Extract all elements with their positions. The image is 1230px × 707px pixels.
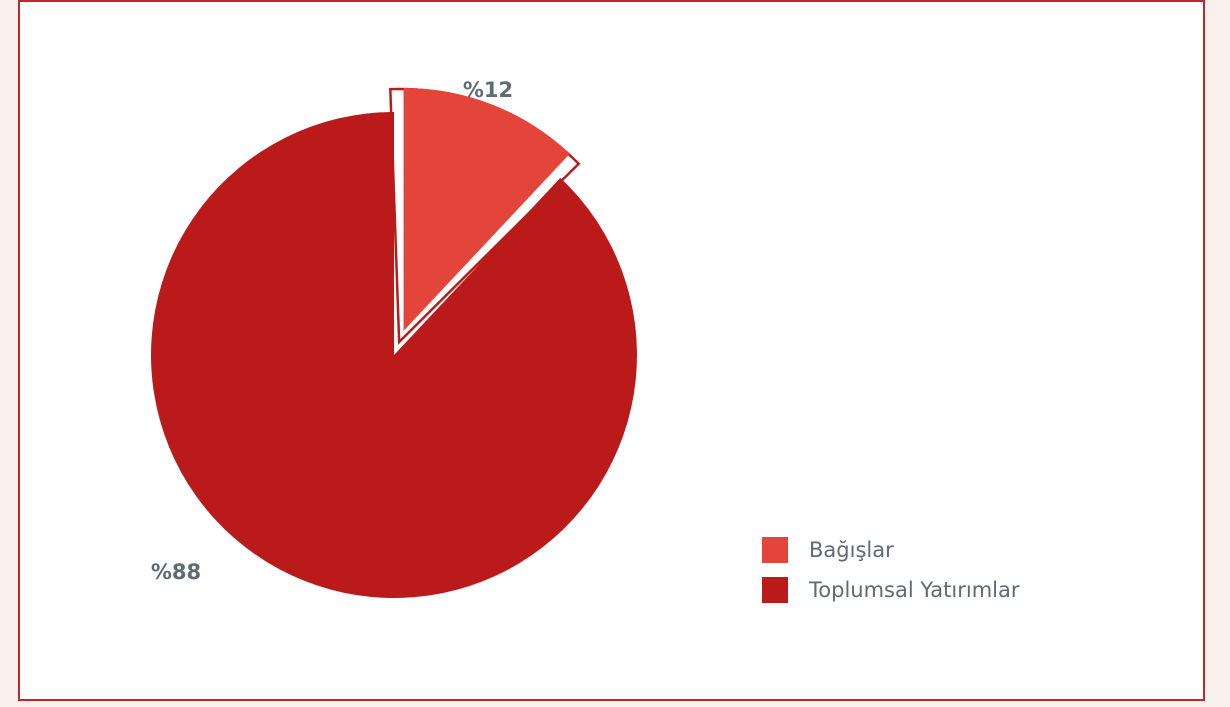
pie-slice-toplumsal-yatirimlar: [151, 112, 638, 598]
pie-chart: %12 %88: [151, 78, 638, 598]
legend-label-toplumsal-yatirimlar: Toplumsal Yatırımlar: [809, 578, 1020, 602]
legend-item-bagislar: Bağışlar: [762, 537, 1020, 563]
legend-item-toplumsal-yatirimlar: Toplumsal Yatırımlar: [762, 577, 1020, 603]
legend-label-bagislar: Bağışlar: [809, 538, 894, 562]
pie-slice-bagislar: [403, 87, 570, 331]
slice-label-bagislar: %12: [463, 78, 513, 102]
chart-frame: %12 %88 Bağışlar Toplumsal Yatırımlar: [18, 0, 1205, 701]
legend-swatch-toplumsal-yatirimlar: [762, 577, 788, 603]
legend: Bağışlar Toplumsal Yatırımlar: [762, 537, 1020, 618]
pie-slices: [151, 87, 638, 598]
slice-label-toplumsal-yatirimlar: %88: [151, 560, 201, 584]
legend-swatch-bagislar: [762, 537, 788, 563]
